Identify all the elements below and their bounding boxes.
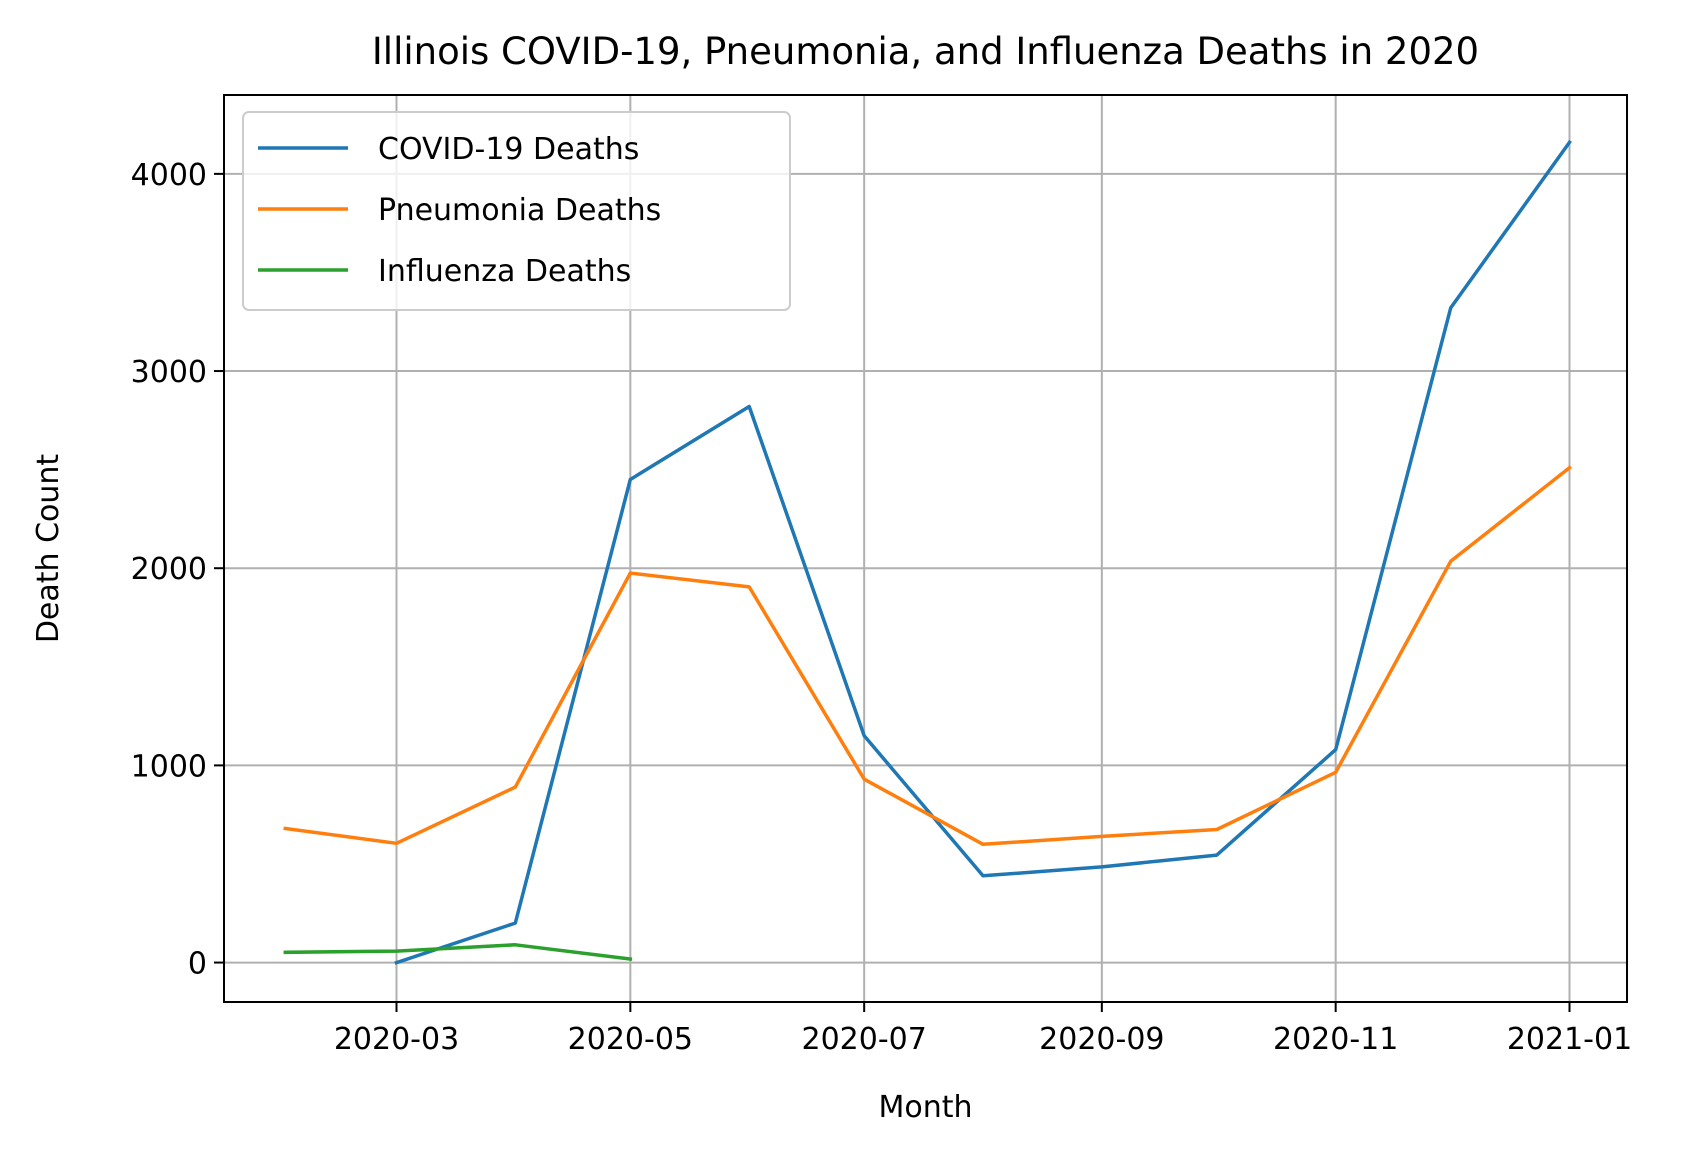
plot-frame <box>223 94 1628 1003</box>
grid <box>224 95 1627 1002</box>
series-line-pneumonia-deaths <box>283 465 1572 847</box>
series-line-influenza-deaths <box>283 943 633 961</box>
chart-title: Illinois COVID-19, Pneumonia, and Influe… <box>372 30 1479 73</box>
x-tick-label: 2020-07 <box>801 1022 926 1057</box>
x-tick-label: 2020-09 <box>1039 1022 1164 1057</box>
legend-label: Influenza Deaths <box>378 254 631 289</box>
y-tick-label: 1000 <box>131 749 207 784</box>
y-tick-label: 3000 <box>131 355 207 390</box>
legend-label: Pneumonia Deaths <box>378 193 661 228</box>
y-tick-label: 2000 <box>131 552 207 587</box>
x-axis-label: Month <box>878 1090 972 1125</box>
legend: COVID-19 Deaths Pneumonia Deaths Influenza… <box>242 111 791 311</box>
y-tick-label: 4000 <box>131 158 207 193</box>
x-tick-label: 2020-11 <box>1273 1022 1398 1057</box>
x-tick-label: 2021-01 <box>1507 1022 1632 1057</box>
x-tick-label: 2020-03 <box>334 1022 459 1057</box>
legend-label: COVID-19 Deaths <box>378 132 639 167</box>
y-axis-label: Death Count <box>31 454 66 644</box>
series-line-covid-19-deaths <box>394 139 1572 965</box>
y-tick-label: 0 <box>188 947 207 982</box>
axis-ticks: 2020-03 2020-05 2020-07 2020-09 2020-11 2021-… <box>131 158 1633 1057</box>
plot-lines <box>283 139 1572 965</box>
legend-box <box>242 111 791 311</box>
x-tick-label: 2020-05 <box>568 1022 693 1057</box>
